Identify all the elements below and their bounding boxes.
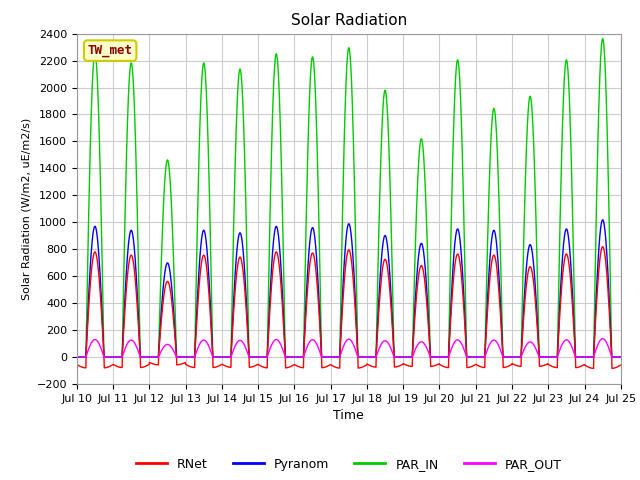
Pyranom [584, 354, 591, 360]
RNet [590, 365, 598, 371]
PAR_IN [73, 354, 81, 360]
PAR_IN [617, 354, 625, 360]
RNet [73, 362, 81, 368]
PAR_OUT [364, 354, 372, 360]
PAR_IN [599, 36, 607, 42]
Pyranom [376, 276, 384, 282]
RNet [225, 364, 232, 370]
X-axis label: Time: Time [333, 409, 364, 422]
Line: RNet: RNet [77, 247, 621, 368]
RNet [568, 303, 576, 309]
RNet [617, 362, 625, 368]
Pyranom [599, 217, 607, 223]
PAR_IN [568, 205, 576, 211]
Y-axis label: Solar Radiation (W/m2, uE/m2/s): Solar Radiation (W/m2, uE/m2/s) [21, 118, 31, 300]
PAR_OUT [376, 344, 384, 349]
Pyranom [364, 354, 372, 360]
Pyranom [507, 354, 515, 360]
PAR_OUT [225, 354, 232, 360]
PAR_IN [364, 354, 372, 360]
RNet [376, 291, 384, 297]
RNet [507, 362, 515, 368]
RNet [364, 362, 372, 368]
Pyranom [225, 354, 232, 360]
PAR_IN [507, 354, 515, 360]
Pyranom [568, 290, 576, 296]
Title: Solar Radiation: Solar Radiation [291, 13, 407, 28]
Legend: RNet, Pyranom, PAR_IN, PAR_OUT: RNet, Pyranom, PAR_IN, PAR_OUT [131, 453, 567, 476]
Line: PAR_IN: PAR_IN [77, 39, 621, 357]
RNet [599, 244, 607, 250]
PAR_IN [225, 354, 232, 360]
PAR_OUT [599, 336, 607, 342]
PAR_IN [376, 183, 384, 189]
PAR_OUT [73, 354, 81, 360]
PAR_OUT [617, 354, 625, 360]
PAR_OUT [507, 354, 515, 360]
Pyranom [73, 354, 81, 360]
PAR_OUT [584, 354, 591, 360]
Line: Pyranom: Pyranom [77, 220, 621, 357]
RNet [584, 364, 591, 370]
Text: TW_met: TW_met [88, 44, 132, 57]
Line: PAR_OUT: PAR_OUT [77, 339, 621, 357]
PAR_OUT [568, 346, 576, 351]
PAR_IN [584, 354, 591, 360]
Pyranom [617, 354, 625, 360]
